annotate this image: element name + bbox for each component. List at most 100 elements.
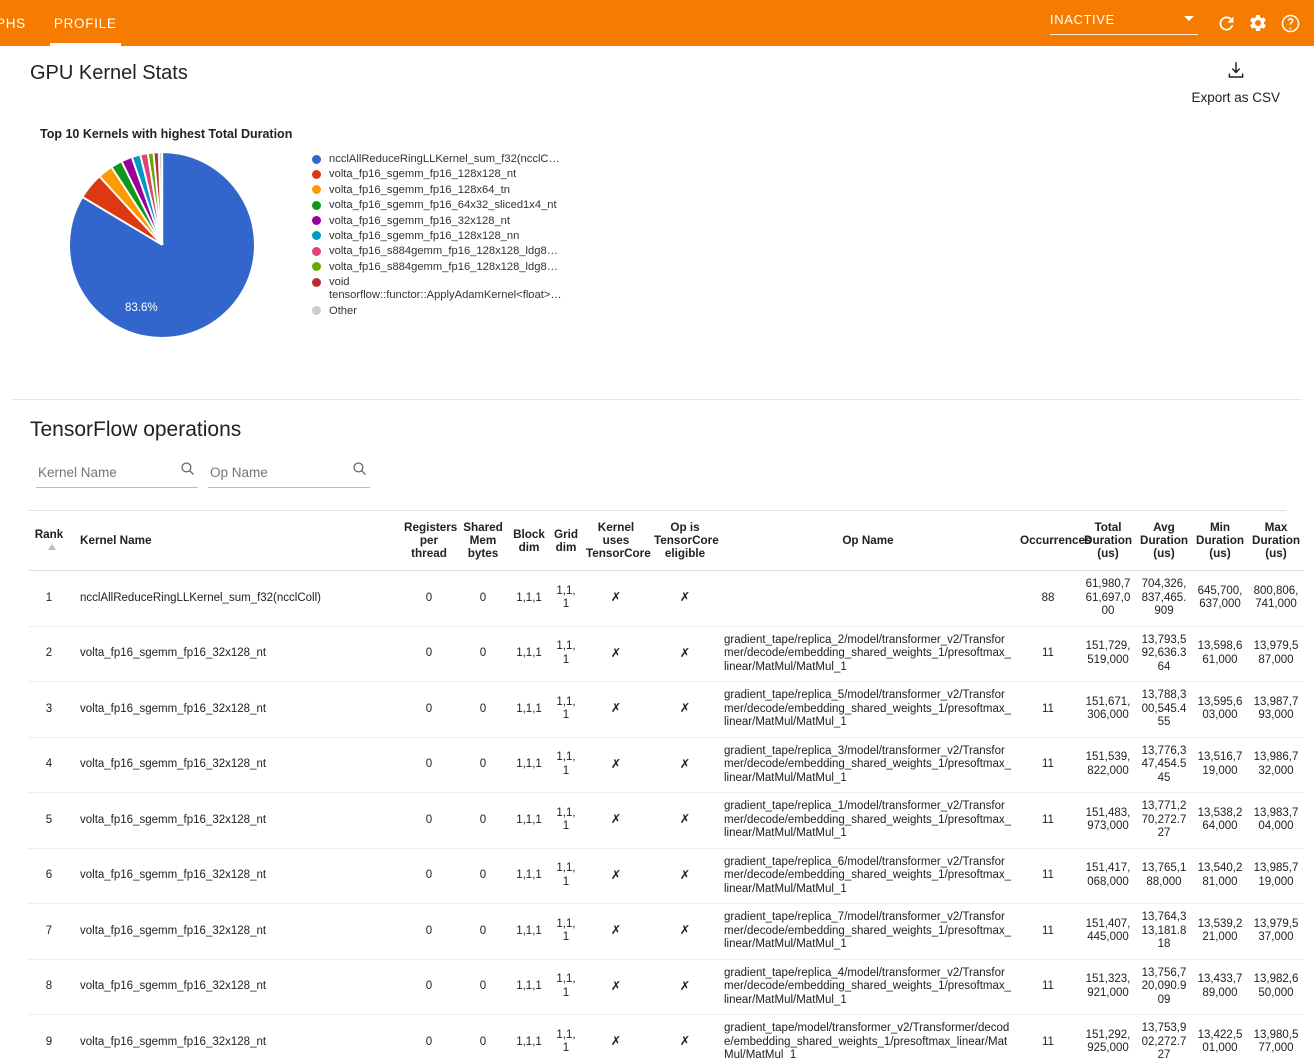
legend-item[interactable]: Other — [312, 305, 562, 318]
op-name-cell: gradient_tape/model/transformer_v2/Trans… — [720, 1014, 1016, 1058]
column-header-op-is-tensorcore-eligible[interactable]: Op is TensorCore eligible — [650, 511, 720, 571]
legend-swatch-icon — [312, 262, 321, 272]
legend-item-label: volta_fp16_sgemm_fp16_128x128_nn — [329, 229, 520, 242]
grid-dim-cell: 1,1,1 — [550, 681, 582, 738]
avg-duration-cell: 13,793,592,636.364 — [1136, 626, 1192, 682]
occurrences-cell: 11 — [1016, 792, 1080, 849]
rank-cell: 6 — [28, 848, 70, 904]
run-state-value: INACTIVE — [1050, 12, 1198, 35]
table-row[interactable]: 8 volta_fp16_sgemm_fp16_32x128_nt 0 0 1,1,1 1… — [28, 959, 1304, 1015]
legend-item[interactable]: volta_fp16_s884gemm_fp16_128x128_ldg8… — [312, 245, 562, 258]
column-header-occurrences-label: Occurrences — [1020, 534, 1092, 547]
kernel-name-cell: volta_fp16_sgemm_fp16_32x128_nt — [70, 903, 400, 960]
kernel-uses-tensorcore-cell: ✗ — [582, 1014, 650, 1058]
op-name-cell — [720, 570, 1016, 627]
table-row[interactable]: 9 volta_fp16_sgemm_fp16_32x128_nt 0 0 1,1,1 1… — [28, 1014, 1304, 1058]
op-name-filter[interactable] — [208, 462, 370, 488]
kernel-name-input[interactable] — [36, 464, 168, 481]
refresh-button[interactable] — [1210, 7, 1242, 39]
op-is-tensorcore-eligible-cell: ✗ — [650, 737, 720, 793]
registers-per-thread-cell: 0 — [400, 792, 458, 849]
shared-mem-bytes-cell: 0 — [458, 848, 508, 904]
search-icon[interactable] — [179, 460, 196, 482]
max-duration-cell: 13,979,537,000 — [1248, 903, 1304, 960]
column-header-block-dim[interactable]: Block dim — [508, 511, 550, 571]
pie-chart-graphic[interactable] — [70, 153, 254, 337]
pie-chart[interactable]: 83.6% — [12, 147, 312, 337]
min-duration-cell: 13,595,603,000 — [1192, 681, 1248, 738]
table-row[interactable]: 1 ncclAllReduceRingLLKernel_sum_f32(ncclC… — [28, 570, 1304, 627]
kernel-name-cell: volta_fp16_sgemm_fp16_32x128_nt — [70, 681, 400, 738]
table-row[interactable]: 3 volta_fp16_sgemm_fp16_32x128_nt 0 0 1,1,1 1… — [28, 681, 1304, 738]
legend-item[interactable]: ncclAllReduceRingLLKernel_sum_f32(ncclC… — [312, 153, 562, 166]
column-header-max-duration-label: Max Duration (us) — [1252, 521, 1301, 560]
shared-mem-bytes-cell: 0 — [458, 903, 508, 960]
registers-per-thread-cell: 0 — [400, 1014, 458, 1058]
column-header-registers-per-thread[interactable]: Registers per thread — [400, 511, 458, 571]
legend-item[interactable]: volta_fp16_s884gemm_fp16_128x128_ldg8… — [312, 261, 562, 274]
gpu-kernel-stats-panel: GPU Kernel Stats Export as CSV Top 10 Ke… — [12, 46, 1302, 400]
rank-cell: 7 — [28, 903, 70, 960]
table-row[interactable]: 2 volta_fp16_sgemm_fp16_32x128_nt 0 0 1,1,1 1… — [28, 626, 1304, 682]
cross-icon: ✗ — [610, 1034, 622, 1048]
avg-duration-cell: 13,765,188,000 — [1136, 848, 1192, 904]
column-header-avg-duration[interactable]: Avg Duration (us) — [1136, 511, 1192, 571]
legend-item[interactable]: volta_fp16_sgemm_fp16_64x32_sliced1x4_nt — [312, 199, 562, 212]
column-header-rank-label: Rank — [34, 527, 64, 541]
sort-ascending-icon — [47, 544, 56, 551]
column-header-total-duration[interactable]: Total Duration (us) — [1080, 511, 1136, 571]
max-duration-cell: 13,982,650,000 — [1248, 959, 1304, 1015]
export-csv-label: Export as CSV — [1191, 90, 1280, 105]
legend-item[interactable]: void tensorflow::functor::ApplyAdamKerne… — [312, 276, 562, 302]
column-header-rank[interactable]: Rank — [28, 511, 70, 571]
total-duration-cell: 151,671,306,000 — [1080, 681, 1136, 738]
column-header-kernel-name-label: Kernel Name — [80, 534, 152, 547]
kernel-name-cell: volta_fp16_sgemm_fp16_32x128_nt — [70, 737, 400, 793]
legend-item[interactable]: volta_fp16_sgemm_fp16_128x128_nt — [312, 168, 562, 181]
total-duration-cell: 151,407,445,000 — [1080, 903, 1136, 960]
export-csv-button[interactable]: Export as CSV — [1191, 60, 1280, 105]
table-row[interactable]: 4 volta_fp16_sgemm_fp16_32x128_nt 0 0 1,1,1 1… — [28, 737, 1304, 793]
tab-profile[interactable]: PROFILE — [40, 0, 131, 46]
column-header-kernel-name[interactable]: Kernel Name — [70, 511, 400, 571]
min-duration-cell: 13,422,501,000 — [1192, 1014, 1248, 1058]
table-header-row: Rank Kernel Name Registers per thread Sh… — [28, 511, 1304, 571]
table-row[interactable]: 6 volta_fp16_sgemm_fp16_32x128_nt 0 0 1,1,1 1… — [28, 848, 1304, 904]
column-header-kernel-uses-tensorcore[interactable]: Kernel uses TensorCore — [582, 511, 651, 571]
occurrences-cell: 88 — [1016, 570, 1080, 627]
table-row[interactable]: 5 volta_fp16_sgemm_fp16_32x128_nt 0 0 1,1,1 1… — [28, 792, 1304, 849]
column-header-min-duration[interactable]: Min Duration (us) — [1192, 511, 1248, 571]
avg-duration-cell: 704,326,837,465.909 — [1136, 570, 1192, 627]
op-name-input[interactable] — [208, 464, 340, 481]
block-dim-cell: 1,1,1 — [508, 737, 550, 793]
settings-button[interactable] — [1242, 7, 1274, 39]
table-body: 1 ncclAllReduceRingLLKernel_sum_f32(ncclC… — [28, 570, 1304, 1058]
kernel-name-filter[interactable] — [36, 462, 198, 488]
column-header-grid-dim[interactable]: Grid dim — [550, 511, 582, 571]
registers-per-thread-cell: 0 — [400, 681, 458, 738]
column-header-registers-per-thread-label: Registers per thread — [404, 521, 458, 560]
run-state-select[interactable]: INACTIVE — [1050, 12, 1198, 35]
column-header-op-name[interactable]: Op Name — [720, 511, 1016, 571]
column-header-shared-mem-bytes[interactable]: Shared Mem bytes — [458, 511, 508, 571]
min-duration-cell: 13,516,719,000 — [1192, 737, 1248, 793]
kernel-uses-tensorcore-cell: ✗ — [582, 570, 650, 627]
gear-icon — [1250, 14, 1266, 32]
help-button[interactable] — [1274, 7, 1306, 39]
table-row[interactable]: 7 volta_fp16_sgemm_fp16_32x128_nt 0 0 1,1,1 1… — [28, 903, 1304, 960]
registers-per-thread-cell: 0 — [400, 570, 458, 627]
tab-graphs[interactable]: PHS — [0, 0, 40, 46]
search-icon[interactable] — [351, 460, 368, 482]
legend-item[interactable]: volta_fp16_sgemm_fp16_128x128_nn — [312, 230, 562, 243]
op-is-tensorcore-eligible-cell: ✗ — [650, 681, 720, 738]
column-header-max-duration[interactable]: Max Duration (us) — [1248, 511, 1304, 571]
legend-item[interactable]: volta_fp16_sgemm_fp16_32x128_nt — [312, 215, 562, 228]
total-duration-cell: 61,980,761,697,000 — [1080, 570, 1136, 627]
shared-mem-bytes-cell: 0 — [458, 737, 508, 793]
legend-swatch-icon — [312, 216, 321, 226]
legend-swatch-icon — [312, 277, 321, 287]
rank-cell: 9 — [28, 1014, 70, 1058]
legend-item[interactable]: volta_fp16_sgemm_fp16_128x64_tn — [312, 184, 562, 197]
page-body: GPU Kernel Stats Export as CSV Top 10 Ke… — [0, 46, 1314, 1058]
column-header-occurrences[interactable]: Occurrences — [1016, 511, 1091, 571]
